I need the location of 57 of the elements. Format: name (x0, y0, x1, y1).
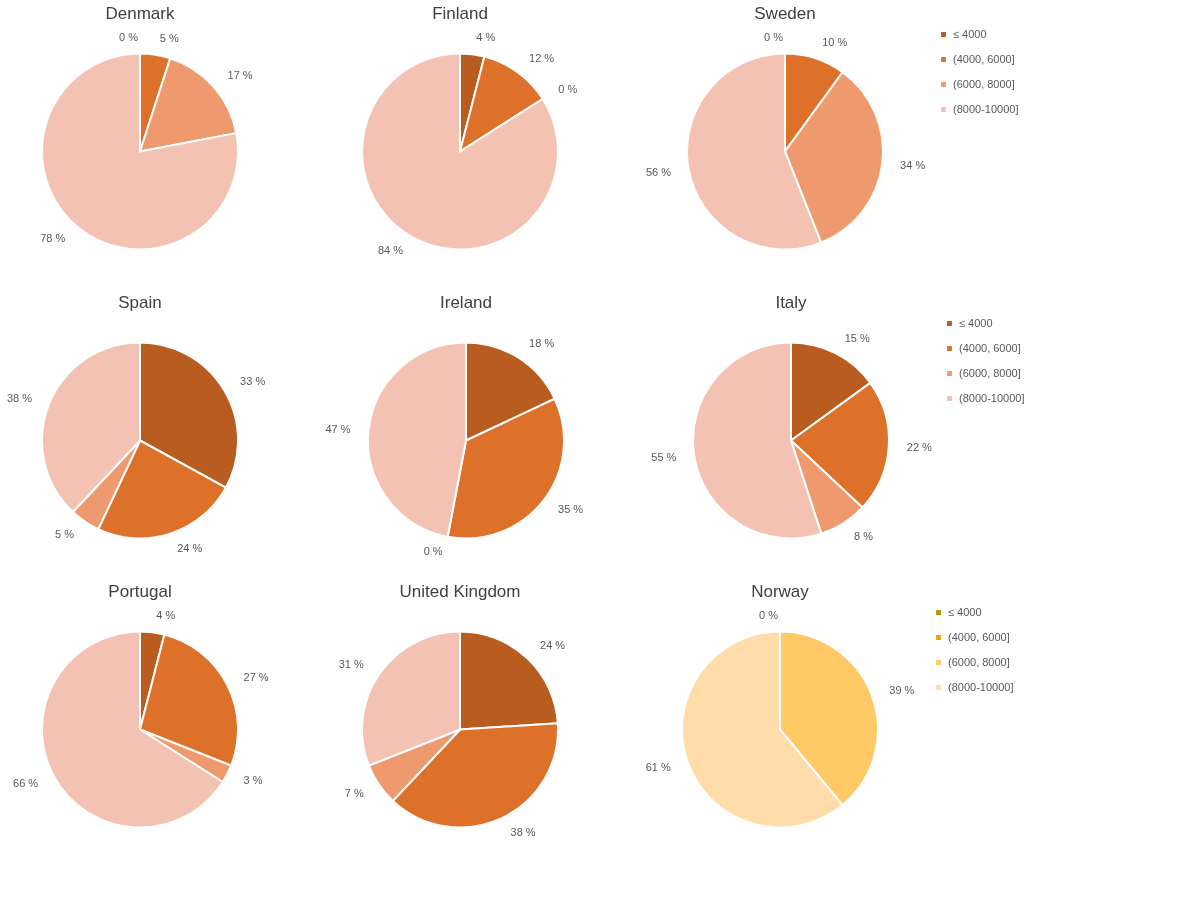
chart-title: Finland (432, 4, 488, 23)
data-label: 38 % (6, 391, 33, 404)
data-label: 18 % (529, 337, 555, 350)
data-label: 38 % (510, 825, 536, 838)
data-label: 35 % (558, 503, 584, 516)
data-label: 5 % (54, 527, 75, 540)
chart-title: Italy (775, 293, 808, 312)
data-label: 47 % (325, 422, 351, 435)
data-label: 24 % (177, 541, 203, 554)
legend-label: (8000-10000] (953, 102, 1019, 115)
legend-label: (8000-10000] (948, 680, 1014, 693)
chart-title: Spain (118, 293, 162, 312)
data-label: 4 % (156, 609, 176, 622)
legend-label: (8000-10000] (959, 391, 1025, 404)
data-label: 84 % (378, 244, 404, 257)
data-label: 31 % (338, 658, 364, 671)
data-label: 27 % (243, 670, 269, 683)
data-label: 4 % (476, 31, 496, 44)
data-label: 56 % (645, 165, 672, 178)
data-label: 78 % (40, 232, 66, 245)
chart-title: United Kingdom (399, 582, 521, 601)
data-label: 10 % (822, 36, 848, 49)
data-label: 15 % (844, 331, 871, 344)
data-label: 8 % (854, 529, 874, 542)
data-label: 55 % (651, 451, 677, 464)
data-label: 3 % (243, 774, 263, 787)
chart-title: Ireland (440, 293, 492, 312)
legend-label: ≤ 4000 (948, 605, 982, 618)
text: 0 % (423, 545, 443, 558)
data-label: 61 % (645, 761, 671, 774)
pie-slice (41, 52, 239, 251)
data-label: 7 % (344, 786, 364, 799)
legend-label: ≤ 4000 (953, 27, 987, 40)
data-label: 24 % (540, 639, 566, 652)
legend-label: (4000, 6000] (948, 630, 1010, 643)
chart-title: Portugal (108, 582, 172, 601)
legend-label: (6000, 8000] (959, 366, 1021, 379)
text: 0 % (764, 30, 783, 43)
text: 0 % (558, 83, 578, 96)
data-label: 5 % (159, 31, 180, 44)
chart-title: Sweden (754, 4, 816, 23)
legend-label: ≤ 4000 (959, 316, 993, 329)
text: 0 % (119, 30, 138, 43)
text: 0 % (759, 608, 778, 621)
data-label: 66 % (13, 777, 39, 790)
legend-label: (4000, 6000] (959, 341, 1021, 354)
data-label: 17 % (227, 69, 253, 82)
data-label: 22 % (906, 440, 933, 453)
legend-label: (4000, 6000] (953, 52, 1015, 65)
chart-title: Norway (751, 582, 810, 601)
legend-label: (6000, 8000] (948, 655, 1010, 668)
data-label: 12 % (529, 52, 555, 65)
data-label: 34 % (900, 158, 926, 171)
data-label: 33 % (240, 375, 266, 388)
chart-title: Denmark (105, 4, 175, 23)
legend-label: (6000, 8000] (953, 77, 1015, 90)
data-label: 39 % (889, 683, 915, 696)
